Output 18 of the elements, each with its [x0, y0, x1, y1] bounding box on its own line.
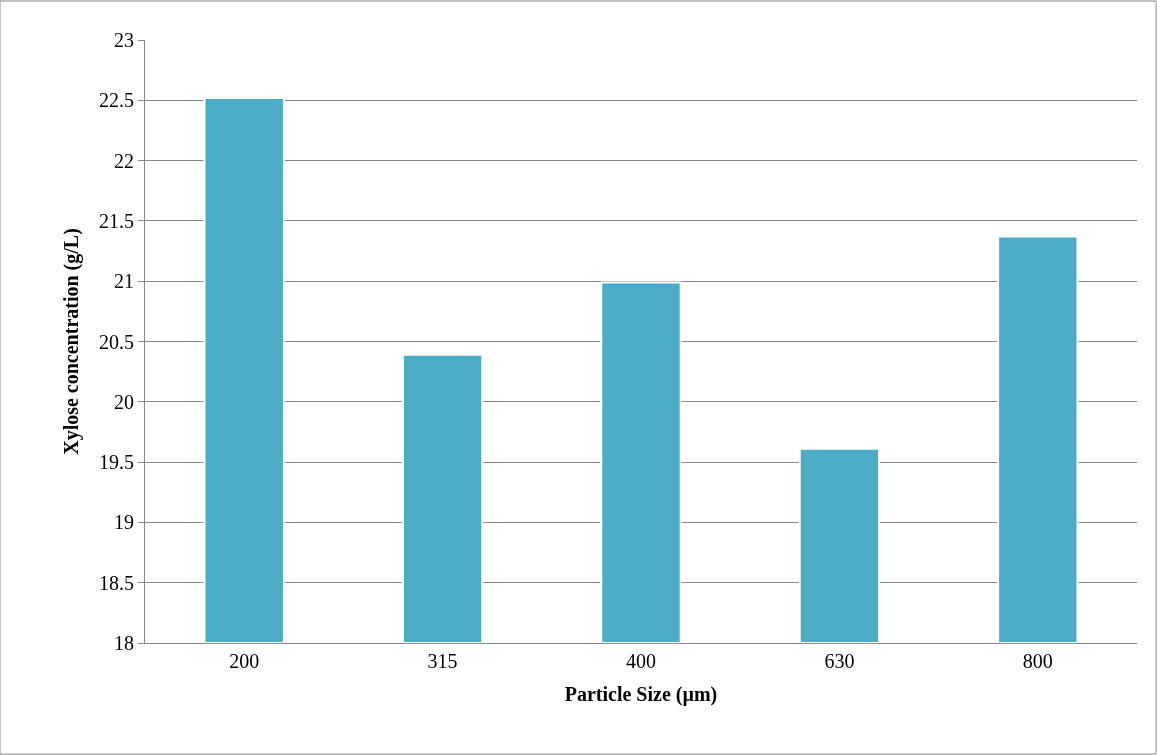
y-tick-label: 20: [114, 390, 134, 413]
x-tick-label: 400: [626, 650, 656, 672]
x-tick-label: 800: [1022, 650, 1053, 672]
x-tick-label: 315: [427, 650, 458, 672]
y-tick-label: 23: [114, 29, 134, 51]
x-axis-title: Particle Size (µm): [564, 682, 718, 706]
y-tick-label: 20.5: [99, 330, 134, 353]
y-axis-title: Xylose concentration (g/L): [59, 228, 83, 455]
y-tick-label: 19.5: [99, 451, 134, 474]
x-tick-label: 200: [229, 650, 260, 672]
y-tick-label: 22: [114, 149, 134, 172]
y-tick-label: 18.5: [99, 571, 134, 594]
y-tick-label: 19: [114, 511, 134, 534]
x-tick-label: 630: [824, 650, 855, 672]
y-tick-label: 22.5: [99, 89, 134, 112]
y-tick-label: 18: [114, 632, 134, 654]
y-tick-label: 21: [114, 270, 134, 293]
y-tick-label: 21.5: [99, 209, 134, 232]
